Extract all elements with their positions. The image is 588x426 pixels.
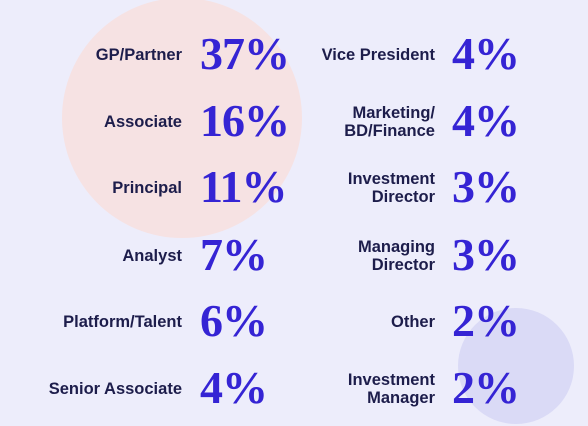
percentage: 11% [200,161,287,213]
percentage: 6% [200,295,268,347]
label-line: Senior Associate [48,380,182,398]
role-label: Investment Director [265,170,435,206]
percentage: 3% [452,161,520,213]
label-line: Principal [112,179,182,197]
percentage: 16% [200,95,290,147]
peach-circle [62,0,302,238]
label-line: Associate [104,113,182,131]
role-label: Associate [12,113,182,131]
label-line: BD/Finance [344,122,435,140]
label-line: Platform/Talent [63,313,182,331]
lavender-circle [458,308,574,424]
role-label: Principal [12,179,182,197]
role-label: Analyst [12,247,182,265]
label-line: Manager [367,389,435,407]
label-line: Managing [358,238,435,256]
role-label: GP/Partner [12,46,182,64]
label-line: GP/Partner [95,46,182,64]
role-label: Managing Director [265,238,435,274]
label-line: Investment [347,170,435,188]
label-line: Director [371,188,435,206]
percentage: 37% [200,28,290,80]
role-label: Vice President [265,46,435,64]
role-label: Platform/Talent [12,313,182,331]
percentage: 2% [452,362,520,414]
label-line: Analyst [122,247,182,265]
percentage: 4% [200,362,268,414]
percentage: 7% [200,229,268,281]
role-label: Senior Associate [12,380,182,398]
role-label: Investment Manager [265,371,435,407]
label-line: Marketing/ [352,104,435,122]
label-line: Vice President [321,46,435,64]
percentage: 2% [452,295,520,347]
label-line: Director [371,256,435,274]
percentage: 3% [452,229,520,281]
label-line: Other [390,313,435,331]
percentage: 4% [452,95,520,147]
percentage: 4% [452,28,520,80]
role-label: Marketing/BD/Finance [265,104,435,140]
role-label: Other [265,313,435,331]
label-line: Investment [347,371,435,389]
